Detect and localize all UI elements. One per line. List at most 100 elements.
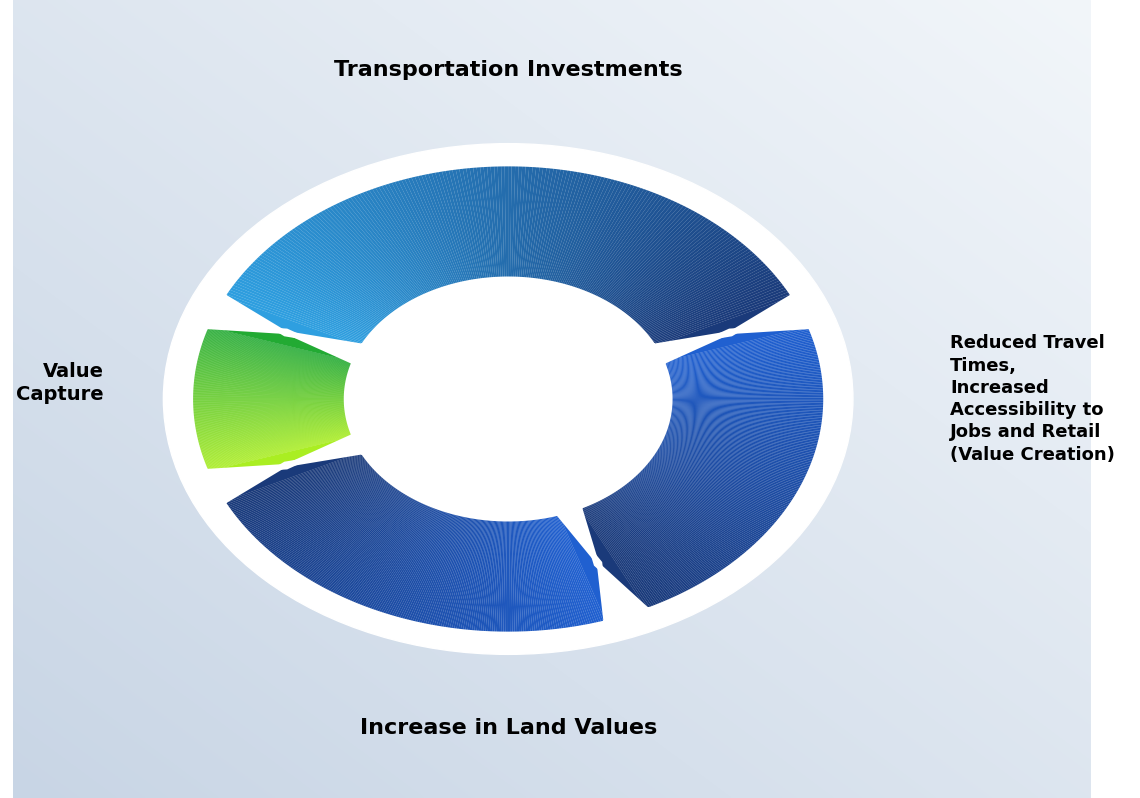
Polygon shape [661,438,809,477]
Polygon shape [579,506,650,610]
Polygon shape [202,431,352,464]
Polygon shape [547,515,587,627]
Polygon shape [650,284,788,342]
Polygon shape [197,351,350,375]
Polygon shape [600,205,691,301]
Polygon shape [663,432,814,465]
Polygon shape [328,498,417,594]
Polygon shape [669,381,825,390]
Polygon shape [370,186,440,291]
Polygon shape [505,164,508,279]
Polygon shape [649,457,785,516]
Polygon shape [606,493,703,586]
Polygon shape [551,515,593,626]
Polygon shape [261,475,383,549]
Polygon shape [201,338,352,369]
Polygon shape [645,275,780,337]
Polygon shape [193,412,348,425]
Polygon shape [290,486,398,571]
Polygon shape [665,428,816,457]
Polygon shape [579,507,648,610]
Polygon shape [192,374,348,387]
Polygon shape [611,491,712,581]
Polygon shape [325,205,416,301]
Polygon shape [380,508,443,615]
Polygon shape [272,479,389,558]
Polygon shape [192,407,347,415]
Polygon shape [193,367,348,383]
Polygon shape [534,167,561,281]
Polygon shape [287,485,397,570]
Text: Reduced Travel
Times,
Increased
Accessibility to
Jobs and Retail
(Value Creation: Reduced Travel Times, Increased Accessib… [950,334,1115,464]
Polygon shape [314,211,410,304]
Polygon shape [669,379,825,389]
Polygon shape [662,433,813,468]
Polygon shape [244,267,375,333]
Polygon shape [620,485,730,570]
Polygon shape [448,168,480,282]
Polygon shape [630,476,751,552]
Polygon shape [492,519,502,634]
Polygon shape [195,358,349,378]
Polygon shape [593,500,677,599]
Polygon shape [205,435,355,471]
Polygon shape [206,326,355,362]
Polygon shape [196,421,350,444]
Polygon shape [193,413,348,429]
Polygon shape [643,268,774,334]
Polygon shape [669,407,825,416]
Polygon shape [198,346,351,373]
Polygon shape [428,515,469,627]
Polygon shape [668,418,822,438]
Polygon shape [665,429,815,460]
Polygon shape [196,421,349,443]
Polygon shape [424,172,467,283]
Polygon shape [197,349,350,374]
Polygon shape [192,410,348,421]
Polygon shape [630,246,751,322]
Polygon shape [654,450,796,500]
Polygon shape [429,515,470,627]
Polygon shape [641,467,771,534]
Polygon shape [596,499,683,596]
Polygon shape [316,494,412,587]
Polygon shape [192,380,347,389]
Polygon shape [244,465,374,531]
Polygon shape [640,468,767,536]
Polygon shape [404,512,456,622]
Polygon shape [668,362,822,381]
Polygon shape [455,167,483,281]
Polygon shape [490,519,500,634]
Polygon shape [667,354,821,377]
Polygon shape [234,278,369,338]
Polygon shape [666,349,820,374]
Polygon shape [470,518,489,633]
Polygon shape [564,179,622,287]
Polygon shape [238,273,372,336]
Polygon shape [616,488,720,575]
Polygon shape [192,376,348,388]
Polygon shape [194,417,349,436]
Polygon shape [653,296,793,346]
Polygon shape [508,164,512,279]
Polygon shape [669,405,825,411]
Polygon shape [567,180,626,288]
Polygon shape [193,413,348,427]
Polygon shape [653,451,795,504]
Polygon shape [514,164,522,279]
Polygon shape [345,196,428,296]
Polygon shape [336,500,422,598]
Polygon shape [654,449,797,499]
Polygon shape [198,344,351,371]
Polygon shape [200,427,351,456]
Polygon shape [198,427,351,454]
Polygon shape [669,376,824,388]
Polygon shape [668,364,823,382]
Polygon shape [632,247,754,323]
Polygon shape [668,415,823,433]
Polygon shape [451,517,480,631]
Polygon shape [190,384,347,392]
Polygon shape [194,365,348,382]
Polygon shape [319,208,414,302]
Polygon shape [196,354,350,377]
